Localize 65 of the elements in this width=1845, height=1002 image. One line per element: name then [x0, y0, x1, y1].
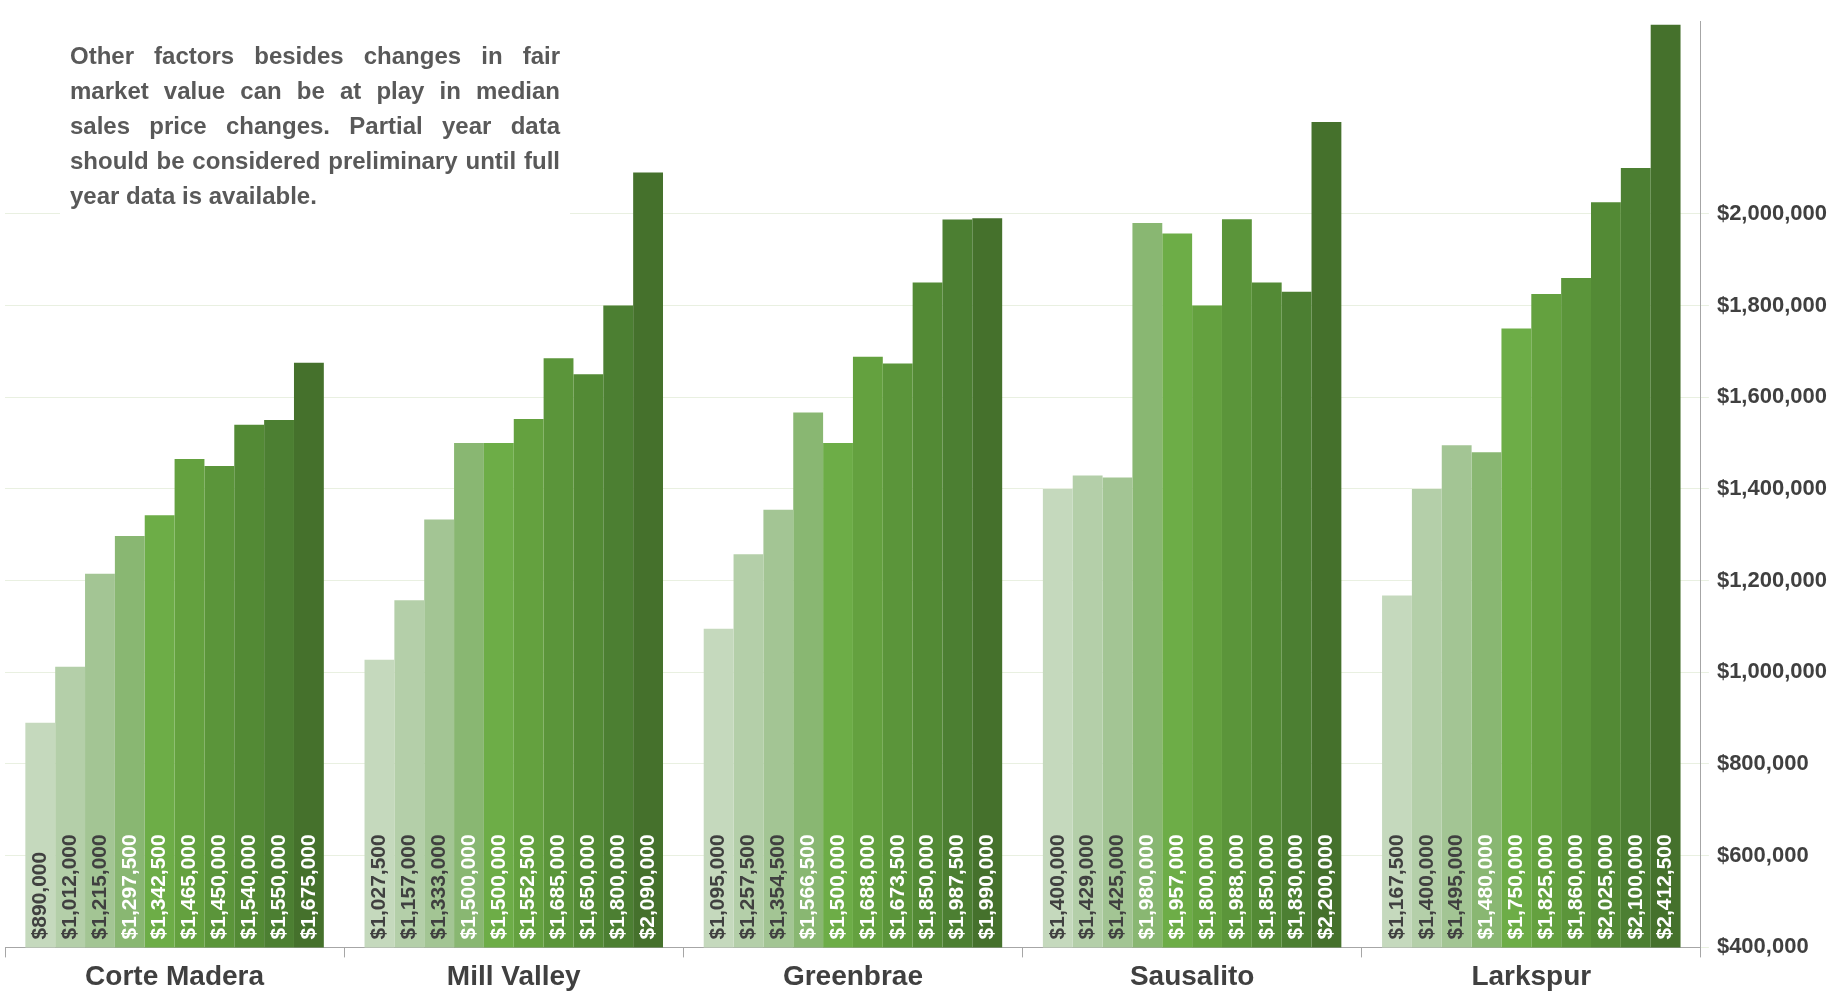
data-label: $1,675,000 [295, 834, 319, 940]
data-label: $1,566,500 [794, 834, 818, 940]
data-label: $1,860,000 [1562, 834, 1586, 940]
data-label: $1,987,500 [944, 834, 968, 940]
data-label: $1,550,000 [265, 834, 289, 940]
data-label: $1,167,500 [1383, 834, 1407, 940]
data-label: $1,095,000 [705, 834, 729, 940]
data-label: $2,100,000 [1622, 834, 1646, 940]
data-label: $1,500,000 [824, 834, 848, 940]
data-label: $1,552,500 [515, 834, 539, 940]
data-label: $2,200,000 [1313, 834, 1337, 940]
data-label: $1,027,500 [366, 834, 390, 940]
data-label: $1,990,000 [974, 834, 998, 940]
data-label: $1,012,000 [56, 834, 80, 940]
x-tick-label: Larkspur [1471, 959, 1592, 991]
data-label: $1,257,500 [735, 834, 759, 940]
y-tick-label: $400,000 [1716, 933, 1809, 959]
x-tick-label: Corte Madera [85, 959, 265, 991]
data-label: $1,750,000 [1503, 834, 1527, 940]
x-tick-label: Mill Valley [446, 959, 582, 991]
data-label: $1,988,000 [1223, 834, 1247, 940]
data-label: $1,400,000 [1044, 834, 1068, 940]
data-label: $1,465,000 [176, 834, 200, 940]
data-label: $1,400,000 [1413, 834, 1437, 940]
y-tick-label: $600,000 [1716, 841, 1809, 867]
y-tick-label: $800,000 [1716, 750, 1809, 776]
data-label: $1,650,000 [575, 834, 599, 940]
data-label: $890,000 [27, 851, 51, 940]
y-tick-label: $1,600,000 [1716, 383, 1827, 409]
data-label: $1,685,000 [545, 834, 569, 940]
y-tick-label: $1,400,000 [1716, 474, 1827, 500]
data-label: $1,500,000 [485, 834, 509, 940]
data-label: $1,429,000 [1074, 834, 1098, 940]
y-tick-label: $1,000,000 [1716, 658, 1827, 684]
data-label: $1,297,500 [116, 834, 140, 940]
data-label: $1,540,000 [236, 834, 260, 940]
data-label: $1,980,000 [1134, 834, 1158, 940]
data-label: $1,850,000 [914, 834, 938, 940]
data-label: $1,333,000 [425, 834, 449, 940]
y-tick-label: $2,000,000 [1716, 199, 1827, 225]
y-tick-label: $1,200,000 [1716, 566, 1827, 592]
data-label: $1,495,000 [1443, 834, 1467, 940]
data-label: $1,342,500 [146, 834, 170, 940]
annotation: Other factors besides changes in fair market value can be at play in median sales price changes. Partial year data should be considered preliminary until full year data is available. [60, 34, 570, 217]
data-label: $1,480,000 [1473, 834, 1497, 940]
data-label: $1,425,000 [1104, 834, 1128, 940]
data-label: $1,673,500 [884, 834, 908, 940]
data-label: $1,850,000 [1253, 834, 1277, 940]
data-label: $2,090,000 [634, 834, 658, 940]
data-label: $1,450,000 [206, 834, 230, 940]
y-tick-label: $1,800,000 [1716, 291, 1827, 317]
data-label: $1,688,000 [854, 834, 878, 940]
data-label: $1,957,000 [1164, 834, 1187, 940]
data-label: $1,800,000 [605, 834, 629, 940]
data-label: $1,800,000 [1193, 834, 1217, 940]
x-tick-label: Sausalito [1129, 959, 1255, 991]
x-tick-label: Greenbrae [782, 959, 923, 991]
data-label: $1,354,500 [765, 834, 789, 940]
data-label: $1,830,000 [1283, 834, 1307, 940]
data-label: $1,500,000 [455, 834, 479, 940]
data-label: $2,412,500 [1652, 834, 1676, 940]
data-label: $1,825,000 [1533, 834, 1557, 940]
data-label: $1,157,000 [396, 834, 420, 940]
data-label: $1,215,000 [86, 834, 110, 940]
data-label: $2,025,000 [1592, 834, 1616, 940]
